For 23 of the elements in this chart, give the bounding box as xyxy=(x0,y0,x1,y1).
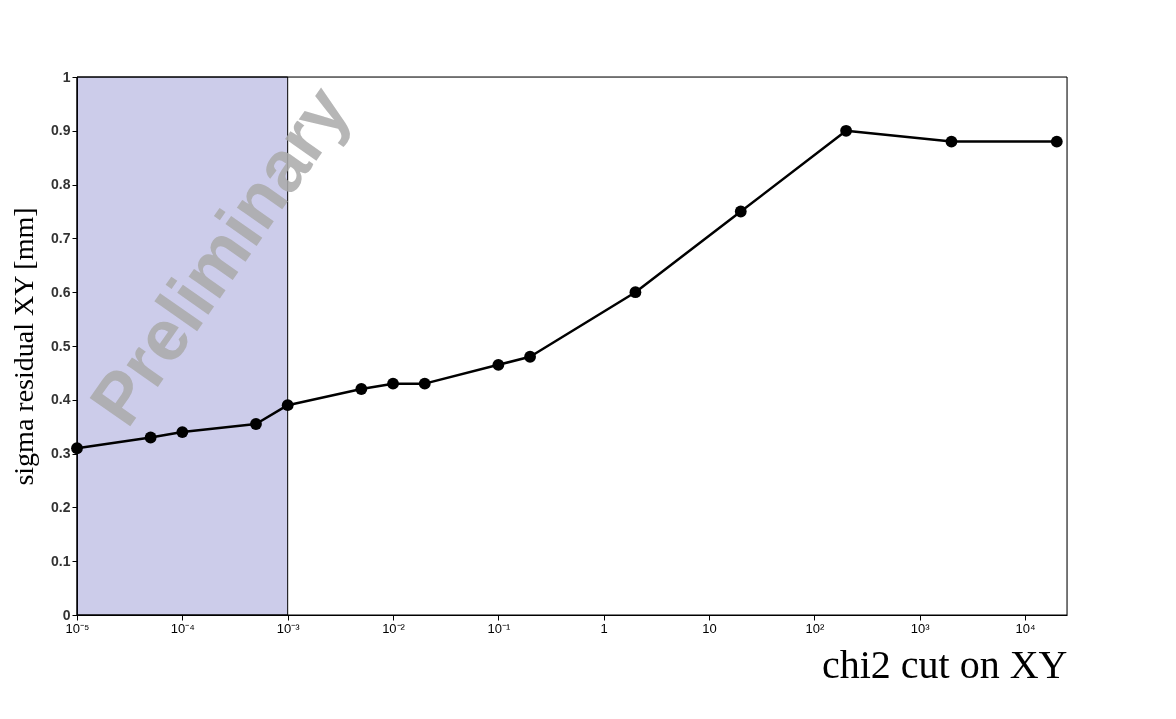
y-tick-label: 0.1 xyxy=(51,552,71,569)
y-tick-label: 0.9 xyxy=(51,122,71,139)
y-tick-label: 0.2 xyxy=(51,498,71,515)
y-axis-title: sigma residual XY [mm] xyxy=(8,207,40,486)
y-tick-label: 0.6 xyxy=(51,283,71,300)
x-tick-label: 10⁻⁵ xyxy=(65,620,90,636)
y-tick-label: 0.4 xyxy=(51,391,71,408)
x-tick-label: 10⁻⁴ xyxy=(170,620,195,636)
y-tick-label: 0.7 xyxy=(51,229,71,246)
y-tick-label: 0.3 xyxy=(51,445,71,462)
x-tick-label: 10⁴ xyxy=(1015,620,1036,636)
x-tick-label: 10³ xyxy=(910,620,931,636)
y-tick-label: 0 xyxy=(62,606,71,623)
x-tick-label: 10⁻³ xyxy=(276,620,301,636)
y-tick-label: 0.5 xyxy=(51,337,71,354)
y-tick-label: 0.8 xyxy=(51,176,71,193)
x-tick-label: 10 xyxy=(702,620,717,636)
x-tick-label: 10⁻¹ xyxy=(487,620,511,636)
x-tick-label: 10⁻² xyxy=(382,620,406,636)
x-axis-title: chi2 cut on XY xyxy=(821,641,1068,687)
y-tick-label: 1 xyxy=(62,68,71,85)
x-tick-label: 10² xyxy=(805,620,825,636)
x-tick-label: 1 xyxy=(600,620,608,636)
